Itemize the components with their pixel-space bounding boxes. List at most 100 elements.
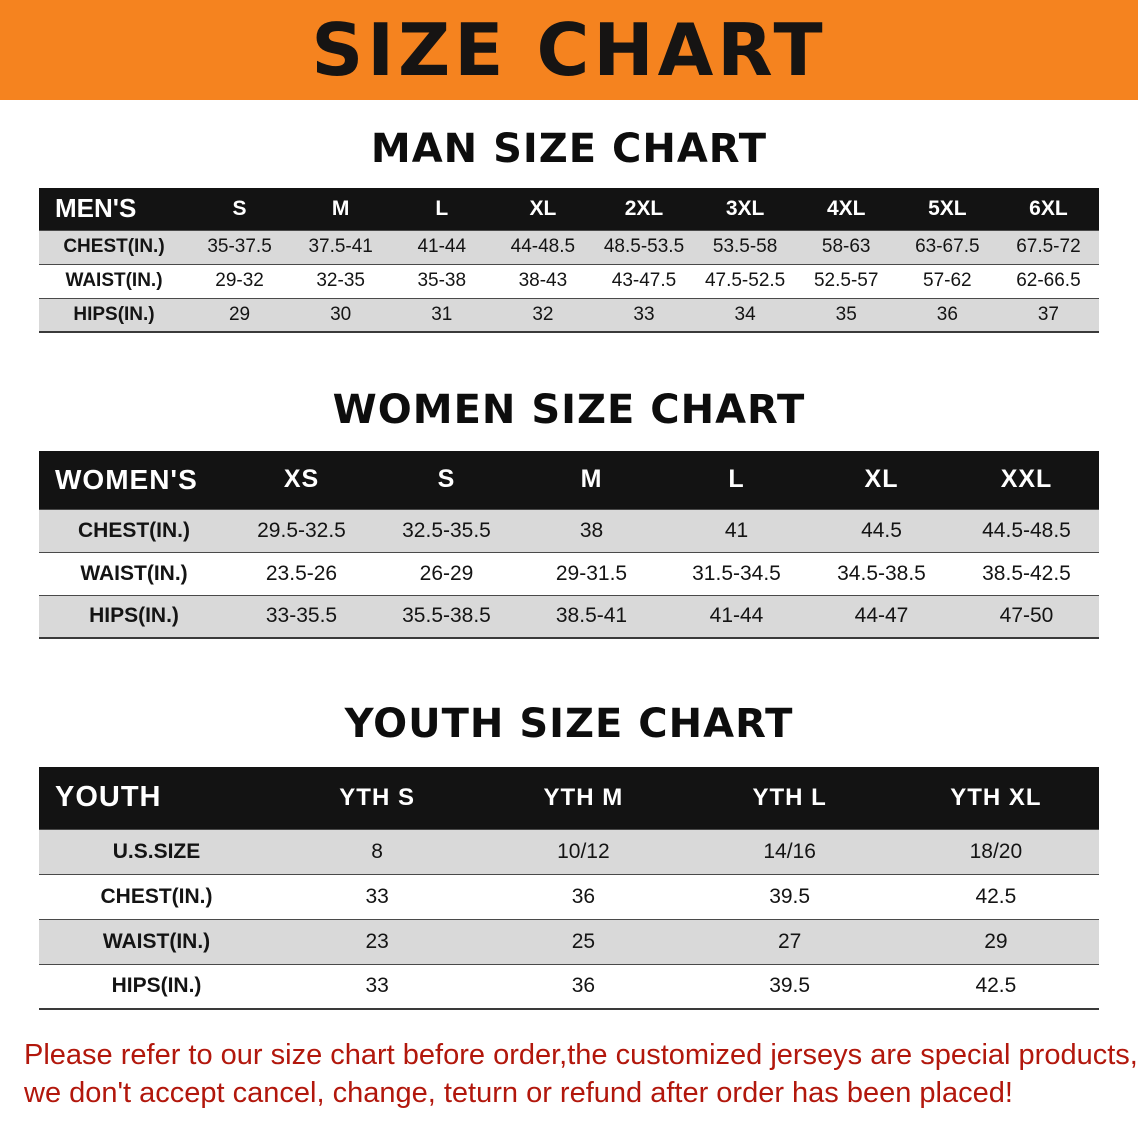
order-policy-line-2: we don't accept cancel, change, teturn o… (24, 1077, 1013, 1109)
title-banner: SIZE CHART (0, 0, 1138, 100)
measurement-label: HIPS(IN.) (111, 974, 202, 998)
measurement-label: CHEST(IN.) (78, 518, 190, 542)
size-column-header: YTH L (752, 783, 827, 811)
size-value-cell: 27 (777, 929, 802, 953)
size-value-cell: 35.5-38.5 (402, 604, 491, 628)
size-value-cell: 18/20 (969, 839, 1023, 863)
size-value-cell: 37.5-41 (308, 236, 373, 257)
size-value-cell: 36 (571, 974, 596, 998)
size-column-header: YTH XL (950, 783, 1042, 811)
size-value-cell: 29-31.5 (555, 561, 628, 585)
size-value-cell: 57-62 (923, 270, 972, 291)
size-column-header: XS (283, 465, 320, 494)
size-value-cell: 62-66.5 (1016, 270, 1081, 291)
size-column-header: 6XL (1029, 196, 1068, 220)
size-value-cell: 34 (734, 303, 756, 325)
measurement-label: CHEST(IN.) (100, 884, 213, 908)
size-value-cell: 41 (724, 518, 749, 542)
size-column-header: M (580, 465, 603, 494)
measurement-label: HIPS(IN.) (89, 604, 179, 628)
size-value-cell: 25 (571, 929, 596, 953)
size-value-cell: 41-44 (417, 236, 467, 257)
measurement-label: HIPS(IN.) (73, 303, 155, 325)
size-value-cell: 34.5-38.5 (837, 561, 926, 585)
size-value-cell: 35-37.5 (207, 236, 272, 257)
size-value-cell: 58-63 (821, 236, 871, 257)
page-title: SIZE CHART (311, 8, 827, 92)
women-size-table: WOMEN'S XS S M L XL XXL CHEST(IN.) 29.5-32.5 32.5… (39, 451, 1099, 639)
size-value-cell: 67.5-72 (1016, 236, 1081, 257)
table-row: WAIST(IN.) 29-32 32-35 35-38 38-43 43-47.5 47.… (39, 264, 1099, 298)
size-value-cell: 35 (835, 303, 857, 325)
table-header-row: MEN'S S M L XL 2XL 3XL 4XL 5XL 6XL (39, 188, 1099, 230)
size-value-cell: 44.5 (861, 518, 902, 542)
measurement-label: CHEST(IN.) (63, 236, 165, 257)
size-column-header: 4XL (826, 196, 866, 220)
size-value-cell: 42.5 (975, 884, 1017, 908)
size-value-cell: 32-35 (316, 270, 365, 291)
table-row: WAIST(IN.) 23 25 27 29 (39, 919, 1099, 964)
size-value-cell: 53.5-58 (712, 236, 778, 257)
size-value-cell: 32.5-35.5 (402, 518, 491, 542)
size-value-cell: 33 (365, 884, 389, 908)
size-value-cell: 29 (228, 303, 251, 325)
size-value-cell: 39.5 (769, 884, 811, 908)
size-value-cell: 32 (532, 303, 554, 325)
size-column-header: XXL (1000, 465, 1053, 494)
size-value-cell: 23 (365, 929, 389, 953)
size-value-cell: 33-35.5 (265, 604, 338, 628)
size-value-cell: 37 (1037, 303, 1059, 325)
table-corner-label: YOUTH (55, 781, 162, 814)
size-value-cell: 29-32 (215, 270, 264, 291)
women-chart-heading: WOMEN SIZE CHART (332, 387, 806, 433)
size-column-header: S (232, 196, 247, 220)
measurement-label: U.S.SIZE (112, 839, 201, 863)
size-value-cell: 33 (633, 303, 655, 325)
size-value-cell: 26-29 (419, 561, 474, 585)
table-row: CHEST(IN.) 29.5-32.5 32.5-35.5 38 41 44.5 44.5… (39, 509, 1099, 552)
size-value-cell: 47-50 (999, 604, 1054, 628)
size-column-header: 5XL (928, 196, 967, 220)
size-value-cell: 31.5-34.5 (692, 561, 781, 585)
table-corner-label: MEN'S (55, 193, 137, 224)
size-column-header: L (728, 465, 745, 494)
size-value-cell: 48.5-53.5 (603, 236, 685, 257)
size-column-header: L (435, 196, 449, 220)
size-column-header: YTH S (339, 783, 415, 811)
youth-size-table: YOUTH YTH S YTH M YTH L YTH XL U.S.SIZE 8 10/12… (39, 767, 1099, 1010)
size-column-header: YTH M (543, 783, 624, 811)
table-row: HIPS(IN.) 29 30 31 32 33 34 35 36 37 (39, 298, 1099, 332)
table-header-row: WOMEN'S XS S M L XL XXL (39, 451, 1099, 509)
size-value-cell: 31 (431, 303, 453, 325)
table-row: CHEST(IN.) 35-37.5 37.5-41 41-44 44-48.5 48.5… (39, 230, 1099, 264)
table-row: HIPS(IN.) 33-35.5 35.5-38.5 38.5-41 41-44 44-… (39, 595, 1099, 638)
size-value-cell: 43-47.5 (611, 270, 677, 291)
size-value-cell: 33 (365, 974, 389, 998)
table-header-row: YOUTH YTH S YTH M YTH L YTH XL (39, 767, 1099, 829)
size-column-header: 2XL (624, 196, 664, 220)
size-value-cell: 47.5-52.5 (704, 270, 786, 291)
size-value-cell: 38 (579, 518, 604, 542)
size-value-cell: 8 (371, 839, 383, 863)
youth-chart-heading: YOUTH SIZE CHART (344, 701, 794, 747)
size-value-cell: 10/12 (557, 839, 610, 863)
size-value-cell: 44-48.5 (510, 236, 576, 257)
size-column-header: XL (529, 196, 557, 220)
size-value-cell: 44.5-48.5 (982, 518, 1071, 542)
size-value-cell: 36 (936, 303, 958, 325)
size-value-cell: 38-43 (518, 270, 568, 291)
size-column-header: XL (864, 465, 899, 494)
size-value-cell: 36 (571, 884, 596, 908)
men-chart-heading: MAN SIZE CHART (370, 126, 768, 172)
measurement-label: WAIST(IN.) (80, 561, 188, 585)
size-value-cell: 42.5 (975, 974, 1017, 998)
table-row: WAIST(IN.) 23.5-26 26-29 29-31.5 31.5-34.5 34… (39, 552, 1099, 595)
size-value-cell: 41-44 (709, 604, 764, 628)
size-value-cell: 39.5 (769, 974, 811, 998)
measurement-label: WAIST(IN.) (102, 929, 211, 953)
order-policy-note: Please refer to our size chart before or… (0, 1036, 1138, 1112)
men-size-table: MEN'S S M L XL 2XL 3XL 4XL 5XL 6XL CHEST(IN.) 35-37… (39, 188, 1099, 333)
measurement-label: WAIST(IN.) (65, 270, 163, 291)
size-column-header: 3XL (725, 196, 765, 220)
